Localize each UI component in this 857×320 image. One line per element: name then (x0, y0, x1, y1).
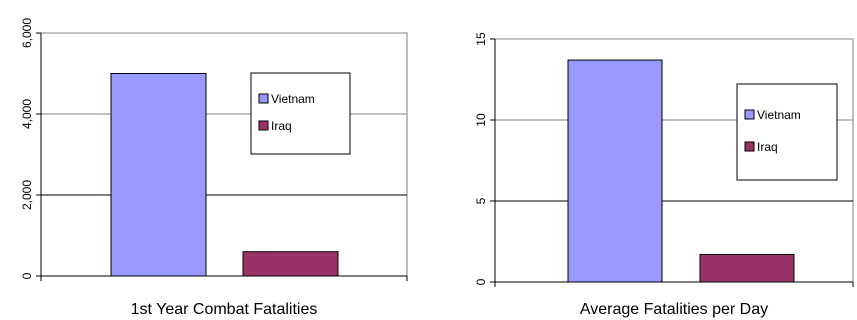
legend-label-vietnam: Vietnam (271, 92, 315, 106)
chart-combat-fatalities: 0 2,000 4,000 6,000 Vietnam Iraq 1st Year Comb… (20, 18, 408, 318)
legend: Vietnam Iraq (736, 83, 838, 181)
plot-area (40, 32, 408, 277)
chart-title: 1st Year Combat Fatalities (131, 301, 318, 318)
legend-box (250, 72, 351, 155)
bar-vietnam (567, 59, 663, 283)
legend-swatch-iraq (258, 120, 269, 131)
y-tick-label: 5 (474, 197, 488, 204)
bar-iraq (242, 251, 339, 277)
chart-title: Average Fatalities per Day (580, 301, 768, 318)
legend-label-iraq: Iraq (757, 140, 778, 154)
legend: Vietnam Iraq (250, 72, 351, 155)
legend-swatch-iraq (744, 141, 755, 152)
y-tick-label: 6,000 (20, 18, 34, 48)
y-tick-label: 2,000 (20, 180, 34, 210)
y-tick-label: 4,000 (20, 99, 34, 129)
legend-label-vietnam: Vietnam (757, 108, 801, 122)
legend-swatch-vietnam (744, 109, 755, 120)
y-tick-label: 15 (474, 32, 488, 46)
legend-swatch-vietnam (258, 93, 269, 104)
chart-fatalities-per-day: 0 5 10 15 Vietnam Iraq Average Fatalities per … (474, 32, 854, 318)
y-tick-label: 0 (20, 272, 34, 279)
y-tick-label: 10 (474, 113, 488, 127)
legend-box (736, 83, 838, 181)
y-tick-label: 0 (474, 278, 488, 285)
legend-label-iraq: Iraq (271, 119, 292, 133)
bar-vietnam (110, 73, 207, 277)
bar-iraq (699, 253, 795, 283)
